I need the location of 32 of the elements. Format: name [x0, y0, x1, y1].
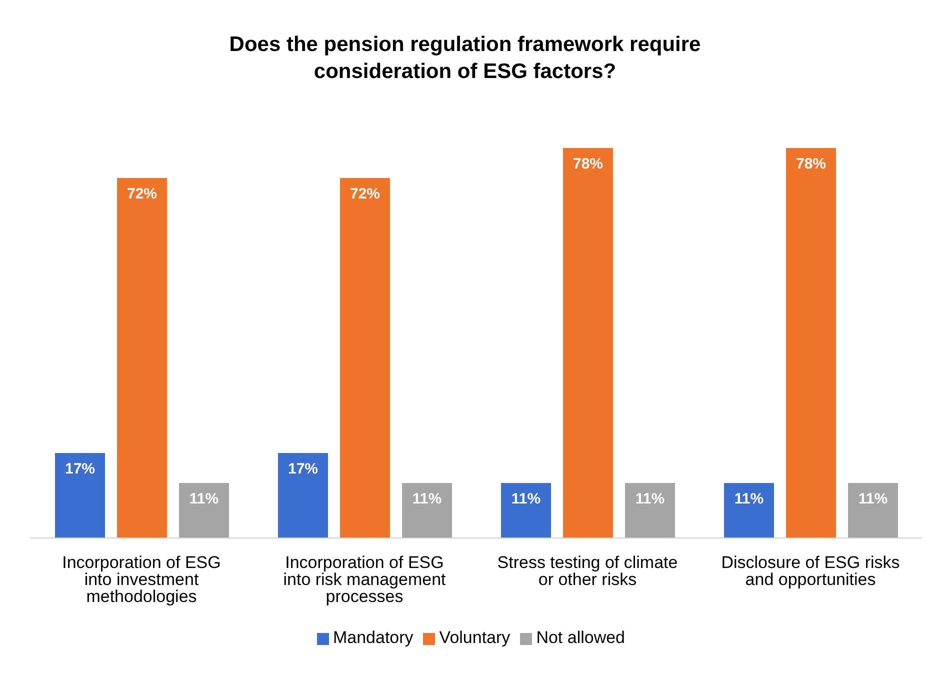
bar [724, 483, 774, 538]
x-tick-label: Incorporation of ESG into investment methodologies [62, 553, 221, 606]
data-label: 72% [126, 186, 158, 203]
bar [402, 483, 452, 538]
data-label: 78% [796, 156, 826, 173]
x-tick-label: Stress testing of climate or other risks [497, 553, 678, 590]
bar [278, 453, 328, 538]
x-tick-label: Disclosure of ESG risks and opportunities [721, 553, 900, 590]
chart-title: Does the pension regulation framework require consideration of ESG factors? [228, 32, 702, 85]
bar [55, 453, 105, 538]
data-label: 11% [412, 490, 442, 508]
data-label: 72% [350, 186, 380, 203]
data-label: 17% [64, 460, 96, 478]
data-label: 11% [511, 490, 541, 508]
data-label: 11% [858, 490, 888, 508]
bar [563, 148, 613, 538]
data-label: 11% [734, 490, 764, 508]
data-label: 11% [635, 490, 665, 508]
bar [786, 148, 836, 538]
bar [848, 483, 898, 538]
legend-label: Mandatory [332, 628, 414, 647]
bar [625, 483, 675, 538]
data-label: 78% [572, 156, 604, 173]
bar [501, 483, 551, 538]
legend-label: Voluntary [439, 628, 510, 647]
bar [340, 178, 390, 538]
x-tick-label: Incorporation of ESG into risk management processes [283, 553, 446, 606]
bar [117, 178, 167, 538]
data-label: 17% [288, 460, 318, 478]
legend-label: Not allowed [536, 628, 626, 647]
data-label: 11% [189, 490, 219, 508]
bar [179, 483, 229, 538]
